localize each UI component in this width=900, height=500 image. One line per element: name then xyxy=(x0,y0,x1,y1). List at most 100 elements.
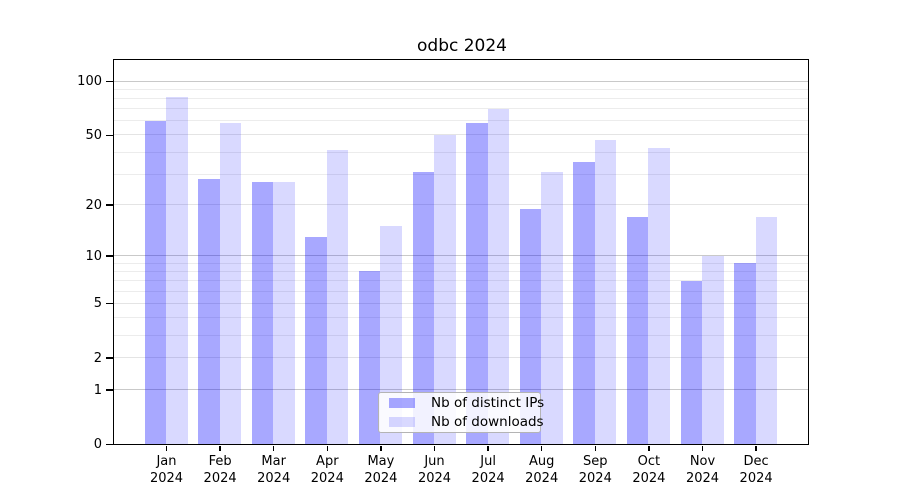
bar-nov-nb-of-downloads xyxy=(702,255,724,444)
bar-apr-nb-of-distinct-ips xyxy=(305,236,327,444)
bar-nov-nb-of-distinct-ips xyxy=(680,280,702,444)
x-tick-jan xyxy=(165,446,168,451)
y-tick-0 xyxy=(106,443,114,446)
x-tick-year-nov: 2024 xyxy=(685,471,720,486)
x-tick-year-mar: 2024 xyxy=(257,471,291,486)
legend-label-distinct-ips: Nb of distinct IPs xyxy=(431,395,545,411)
x-tick-year-apr: 2024 xyxy=(310,471,344,486)
legend-swatch-downloads xyxy=(389,417,415,427)
legend: Nb of distinct IPs Nb of downloads xyxy=(378,392,544,433)
x-tick-jul xyxy=(487,446,489,451)
x-tick-month-aug: Aug xyxy=(528,454,555,469)
x-tick-label-feb: Feb 2024 xyxy=(188,453,252,487)
x-tick-oct xyxy=(648,446,650,451)
chart-title: odbc 2024 xyxy=(417,36,507,56)
plot-area: Nb of distinct IPs Nb of downloads xyxy=(113,59,809,445)
x-tick-label-mar: Mar 2024 xyxy=(242,453,306,487)
y-tick-label-10: 10 xyxy=(85,248,102,264)
x-tick-month-feb: Feb xyxy=(208,454,232,469)
x-tick-apr xyxy=(326,446,329,451)
x-tick-month-jan: Jan xyxy=(156,454,177,469)
x-tick-label-jan: Jan 2024 xyxy=(135,453,199,487)
x-tick-label-nov: Nov 2024 xyxy=(671,453,735,487)
x-tick-year-aug: 2024 xyxy=(525,471,559,486)
y-tick-label-100: 100 xyxy=(77,74,102,90)
bar-feb-nb-of-downloads xyxy=(219,123,242,444)
x-tick-month-oct: Oct xyxy=(637,454,661,469)
gridline-5 xyxy=(114,302,808,304)
gridline-7 xyxy=(114,280,808,282)
gridline-1 xyxy=(114,389,808,390)
x-tick-month-jun: Jun xyxy=(424,454,445,469)
bar-apr-nb-of-downloads xyxy=(326,150,349,444)
y-tick-100 xyxy=(106,80,114,83)
x-tick-year-sep: 2024 xyxy=(578,471,612,486)
gridline-100 xyxy=(114,80,808,82)
x-tick-month-sep: Sep xyxy=(583,454,608,469)
x-tick-label-apr: Apr 2024 xyxy=(295,453,359,487)
bar-oct-nb-of-distinct-ips xyxy=(626,216,649,444)
x-tick-nov xyxy=(701,446,704,451)
gridline-20 xyxy=(114,204,808,206)
bar-aug-nb-of-distinct-ips xyxy=(519,208,542,444)
y-tick-50 xyxy=(106,134,114,137)
y-tick-label-1: 1 xyxy=(93,382,102,398)
bar-jul-nb-of-distinct-ips xyxy=(466,123,488,444)
y-tick-label-0: 0 xyxy=(93,437,102,452)
x-tick-label-jul: Jul 2024 xyxy=(456,453,520,487)
y-tick-label-50: 50 xyxy=(85,127,102,143)
x-tick-label-aug: Aug 2024 xyxy=(510,453,574,487)
y-tick-10 xyxy=(106,255,114,257)
bar-jan-nb-of-downloads xyxy=(166,96,188,444)
gridline-90 xyxy=(114,88,808,90)
y-tick-label-5: 5 xyxy=(93,296,102,312)
bar-aug-nb-of-downloads xyxy=(541,171,563,444)
bar-may-nb-of-distinct-ips xyxy=(358,271,381,444)
gridline-80 xyxy=(114,98,808,100)
x-tick-label-dec: Dec 2024 xyxy=(724,453,788,487)
bar-jul-nb-of-downloads xyxy=(487,108,510,444)
x-tick-feb xyxy=(219,446,221,451)
gridline-8 xyxy=(114,270,808,272)
bar-jun-nb-of-downloads xyxy=(434,134,456,444)
gridline-4 xyxy=(114,316,808,318)
y-tick-20 xyxy=(106,204,114,206)
bar-oct-nb-of-downloads xyxy=(648,148,670,444)
bar-dec-nb-of-distinct-ips xyxy=(734,263,756,444)
gridline-50 xyxy=(114,134,808,136)
bar-jan-nb-of-distinct-ips xyxy=(144,120,166,444)
x-tick-month-may: May xyxy=(367,454,395,469)
legend-entry-downloads: Nb of downloads xyxy=(385,414,544,430)
bar-feb-nb-of-distinct-ips xyxy=(198,179,220,444)
x-tick-year-jun: 2024 xyxy=(417,471,452,486)
x-tick-jun xyxy=(433,446,436,451)
gridline-6 xyxy=(114,290,808,292)
bar-sep-nb-of-downloads xyxy=(594,139,617,444)
gridline-9 xyxy=(114,262,808,264)
legend-label-downloads: Nb of downloads xyxy=(431,414,544,430)
x-tick-year-jan: 2024 xyxy=(149,471,184,486)
legend-entry-distinct-ips: Nb of distinct IPs xyxy=(385,395,544,411)
y-tick-1 xyxy=(106,389,114,391)
x-tick-aug xyxy=(540,446,543,451)
y-tick-label-2: 2 xyxy=(93,350,102,366)
x-tick-year-jul: 2024 xyxy=(471,471,505,486)
bar-mar-nb-of-distinct-ips xyxy=(251,182,274,444)
x-tick-year-dec: 2024 xyxy=(739,471,773,486)
x-tick-may xyxy=(380,446,382,451)
gridline-3 xyxy=(114,334,808,336)
x-tick-year-oct: 2024 xyxy=(632,471,666,486)
x-tick-month-mar: Mar xyxy=(261,454,286,469)
gridline-10 xyxy=(114,255,808,256)
x-tick-month-dec: Dec xyxy=(743,454,769,469)
gridline-60 xyxy=(114,120,808,122)
x-tick-dec xyxy=(755,446,757,451)
gridline-70 xyxy=(114,108,808,110)
bar-jun-nb-of-distinct-ips xyxy=(412,171,434,444)
x-tick-month-jul: Jul xyxy=(480,454,496,469)
x-tick-year-may: 2024 xyxy=(364,471,398,486)
gridline-2 xyxy=(114,357,808,359)
legend-swatch-distinct-ips xyxy=(389,398,415,408)
y-tick-5 xyxy=(106,302,114,305)
